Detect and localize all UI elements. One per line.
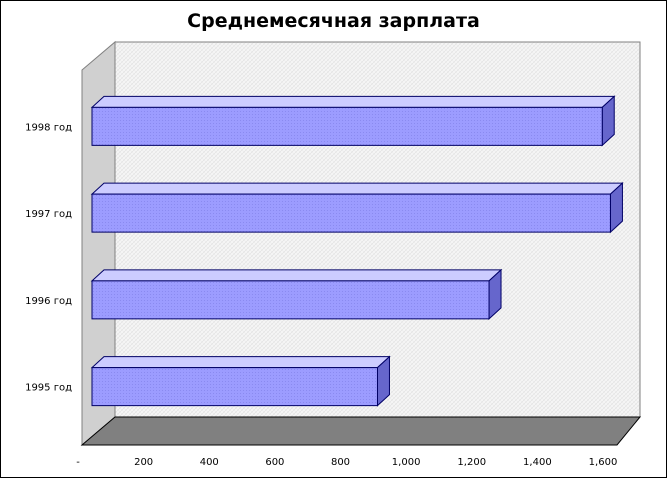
bar-top — [90, 182, 624, 195]
floor — [80, 416, 642, 446]
x-tick-label: 1,600 — [589, 457, 618, 468]
x-tick-label: 800 — [331, 457, 350, 468]
bar — [91, 193, 611, 233]
bar-top — [90, 269, 503, 282]
x-tick-label: 1,200 — [457, 457, 486, 468]
x-tick-label: - — [76, 457, 80, 468]
bar — [91, 367, 378, 407]
x-tick-label: 1,000 — [392, 457, 421, 468]
x-tick-label: 1,400 — [523, 457, 552, 468]
bar-top — [90, 356, 391, 369]
chart-title: Среднемесячная зарплата — [187, 10, 480, 32]
category-label: 1997 год — [25, 209, 72, 220]
bar-top — [90, 95, 616, 108]
category-label: 1998 год — [25, 122, 72, 133]
category-label: 1995 год — [25, 383, 72, 394]
x-tick-label: 200 — [134, 457, 153, 468]
category-label: 1996 год — [25, 296, 72, 307]
bar — [91, 280, 490, 320]
x-tick-label: 600 — [265, 457, 284, 468]
x-tick-label: 400 — [200, 457, 219, 468]
bar — [91, 106, 603, 146]
